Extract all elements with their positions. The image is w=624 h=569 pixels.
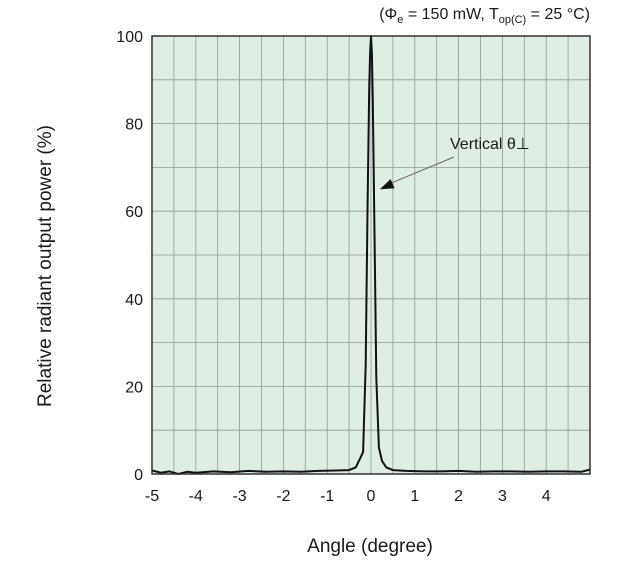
y-axis-label: Relative radiant output power (%): [35, 125, 56, 407]
plot-border: [151, 35, 591, 475]
measurement-conditions: (Φe = 150 mW, Top(C) = 25 °C): [379, 6, 590, 27]
y-tick-label: 80: [125, 117, 143, 134]
y-tick-label: 100: [116, 29, 143, 46]
y-tick-label: 20: [125, 379, 143, 396]
x-tick-label: 0: [367, 488, 376, 505]
annotation-leader-line: [385, 156, 455, 186]
x-tick-label: -1: [320, 488, 334, 505]
y-tick-label: 40: [125, 292, 143, 309]
x-tick-label: -5: [145, 488, 159, 505]
y-tick-label: 60: [125, 204, 143, 221]
x-tick-label: 1: [410, 488, 419, 505]
x-axis-label: Angle (degree): [307, 536, 433, 557]
x-tick-label: 3: [498, 488, 507, 505]
x-tick-label: 4: [542, 488, 551, 505]
annotation-label: Vertical θ⊥: [450, 136, 530, 153]
y-tick-label: 0: [134, 467, 143, 484]
x-tick-label: 2: [454, 488, 463, 505]
x-tick-label: -4: [189, 488, 203, 505]
series-line-vertical: [151, 35, 591, 475]
grid: [152, 36, 590, 474]
x-tick-label: -2: [276, 488, 290, 505]
x-tick-label: -3: [232, 488, 246, 505]
annotation: Vertical θ⊥: [379, 136, 530, 190]
annotation-arrowhead: [379, 179, 395, 190]
